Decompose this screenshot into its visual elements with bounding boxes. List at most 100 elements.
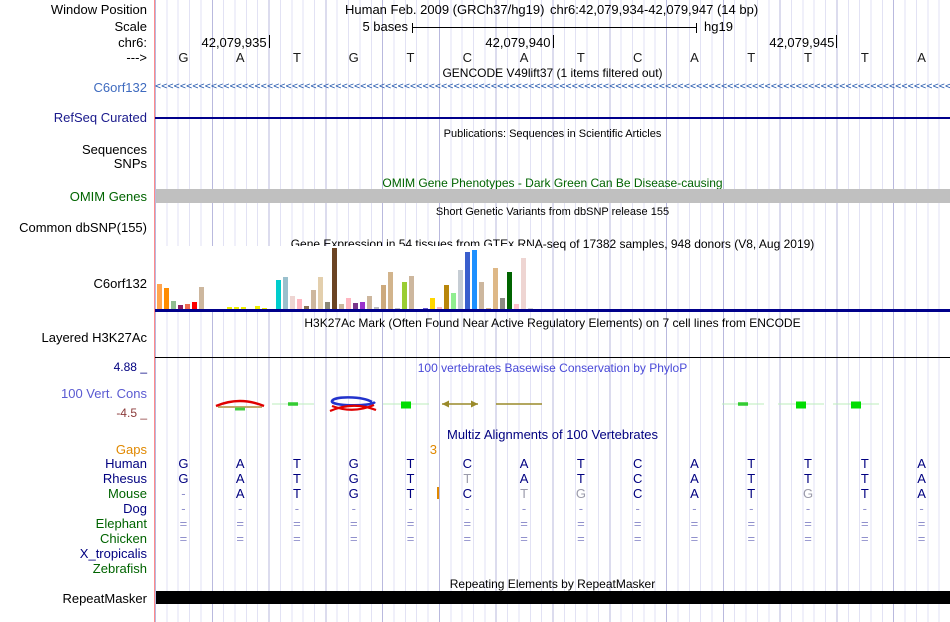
gtex-bar[interactable] [185,304,190,310]
gtex-bar[interactable] [507,272,512,310]
gtex-bar[interactable] [192,302,197,310]
gtex-bar[interactable] [178,305,183,310]
conservation-track-title[interactable]: 100 vertebrates Basewise Conservation by… [417,361,688,375]
gencode-track-title[interactable]: GENCODE V49lift37 (1 items filtered out) [442,66,663,80]
gtex-bar[interactable] [332,248,337,310]
multiz-species-label-x_tropicalis[interactable]: X_tropicalis [79,546,147,561]
gtex-bar[interactable] [465,252,470,310]
alignment-cell: G [575,486,586,501]
h3k27ac-track-label[interactable]: Layered H3K27Ac [41,330,147,345]
alignment-cell: T [406,471,415,486]
scale-ruler-line [412,27,696,28]
dbsnp-track-label[interactable]: Common dbSNP(155) [19,220,147,235]
gtex-bar[interactable] [311,290,316,310]
publications-row-snps[interactable]: SNPs [113,156,147,171]
conservation-track-label[interactable]: 100 Vert. Cons [61,386,147,401]
gtex-bar[interactable] [283,277,288,310]
multiz-species-label-human[interactable]: Human [105,456,147,471]
genome-label: hg19 [704,19,733,34]
base-letter: A [235,50,245,65]
alignment-cell: G [178,456,189,471]
conservation-mark-green-square [778,401,824,409]
multiz-species-label-elephant[interactable]: Elephant [95,516,147,531]
dbsnp-track-title[interactable]: Short Genetic Variants from dbSNP releas… [435,206,670,218]
omim-track-label[interactable]: OMIM Genes [69,189,147,204]
base-letter: T [406,50,415,65]
gene-strand-arrows[interactable]: <<<<<<<<<<<<<<<<<<<<<<<<<<<<<<<<<<<<<<<<… [155,81,950,92]
multiz-species-label-rhesus[interactable]: Rhesus [102,471,147,486]
multiz-species-label-zebrafish[interactable]: Zebrafish [92,561,147,576]
publications-row-sequences[interactable]: Sequences [81,142,147,157]
multiz-species-label-mouse[interactable]: Mouse [107,486,147,501]
gtex-bar[interactable] [360,302,365,310]
multiz-track-title[interactable]: Multiz Alignments of 100 Vertebrates [446,427,658,442]
gtex-bar[interactable] [451,293,456,310]
omim-gene-bar[interactable] [156,189,950,203]
refseq-track-label[interactable]: RefSeq Curated [53,110,147,125]
gtex-bar[interactable] [276,280,281,310]
gtex-bar[interactable] [297,299,302,310]
gtex-bar[interactable] [437,307,442,310]
gtex-bar[interactable] [374,307,379,310]
gtex-bar[interactable] [367,296,372,310]
h3k27ac-track-title[interactable]: H3K27Ac Mark (Often Found Near Active Re… [304,316,801,330]
gtex-bar[interactable] [234,307,239,310]
conservation-mark-green-dash [272,402,314,406]
alignment-cell: - [805,501,811,516]
alignment-cell: - [408,501,413,516]
gtex-gene-label[interactable]: C6orf132 [93,276,147,291]
gtex-bar[interactable] [430,298,435,310]
gtex-bar[interactable] [402,282,407,310]
alignment-cell: A [690,486,699,501]
alignment-cell: A [917,456,926,471]
gtex-bar[interactable] [255,306,260,310]
conservation-mark-green-square [383,401,429,409]
alignment-cell: - [919,501,924,516]
gtex-expression-chart[interactable] [156,246,535,310]
gencode-gene-label[interactable]: C6orf132 [93,80,147,95]
multiz-gaps-label[interactable]: Gaps [115,442,147,457]
gtex-bar[interactable] [381,285,386,310]
alignment-cell: T [406,456,415,471]
multiz-species-label-chicken[interactable]: Chicken [100,531,147,546]
gtex-bar[interactable] [339,304,344,310]
chrom-label: chr6: [118,35,147,50]
repeatmasker-track-title[interactable]: Repeating Elements by RepeatMasker [449,577,656,591]
alignment-cell: A [235,486,245,501]
gtex-bar[interactable] [346,298,351,310]
gtex-bar[interactable] [521,258,526,310]
gtex-bar[interactable] [458,270,463,310]
repeatmasker-track-label[interactable]: RepeatMasker [62,591,147,606]
gtex-bar[interactable] [325,302,330,310]
gtex-bar[interactable] [472,250,477,310]
gtex-bar[interactable] [318,277,323,310]
gtex-bar[interactable] [304,306,309,310]
gtex-bar[interactable] [353,303,358,310]
base-letter: T [804,50,812,65]
omim-track-title[interactable]: OMIM Gene Phenotypes - Dark Green Can Be… [382,176,723,190]
gtex-bar[interactable] [171,301,176,310]
multiz-species-label-dog[interactable]: Dog [123,501,147,516]
gtex-bar[interactable] [409,276,414,310]
gtex-bar[interactable] [290,296,295,310]
gtex-bar[interactable] [199,287,204,310]
gtex-bar[interactable] [157,284,162,310]
publications-track-title[interactable]: Publications: Sequences in Scientific Ar… [443,128,662,140]
gtex-bar[interactable] [479,282,484,310]
alignment-cell: C [632,486,643,501]
gtex-bar[interactable] [241,307,246,310]
gtex-bar[interactable] [444,285,449,310]
refseq-gene-line[interactable] [155,117,950,119]
alignment-cell: G [802,486,814,501]
gtex-bar[interactable] [493,268,498,310]
gtex-bar[interactable] [388,272,393,310]
alignment-cell: C [462,456,472,471]
repeatmasker-element-bar[interactable] [156,591,950,604]
gtex-bar[interactable] [500,298,505,310]
alignment-cell: C [632,471,643,486]
gtex-bar[interactable] [514,304,519,310]
gtex-bar[interactable] [164,288,169,310]
alignment-cell: = [406,516,415,531]
gtex-bar[interactable] [227,307,232,310]
alignment-cell: - [692,501,697,516]
